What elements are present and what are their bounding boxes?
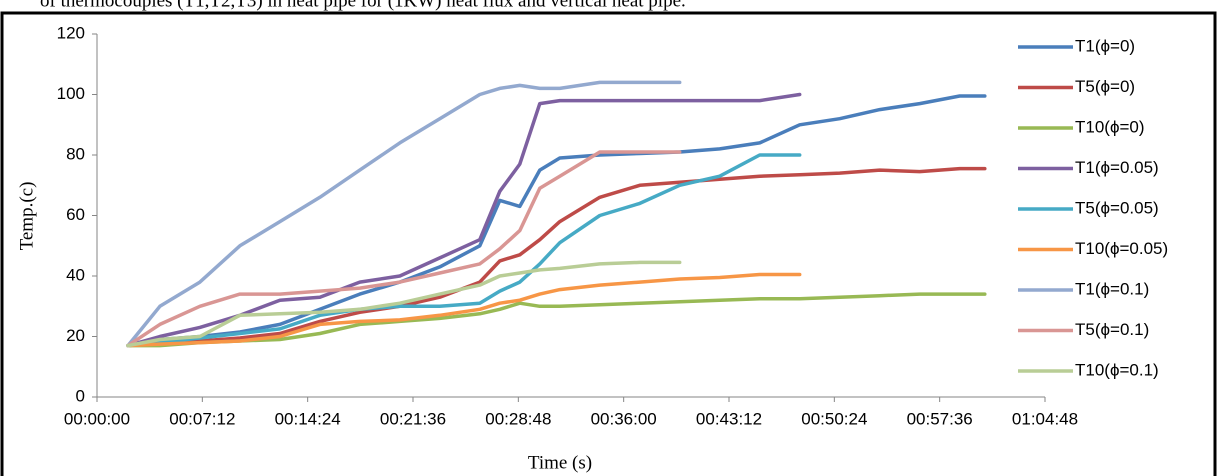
x-tick-label: 00:00:00 — [64, 409, 130, 428]
series-line — [126, 153, 802, 348]
series-line — [126, 94, 987, 348]
legend-label: T5(ϕ=0.1) — [1075, 320, 1149, 339]
legend-label: T5(ϕ=0.05) — [1075, 198, 1159, 217]
x-tick-label: 00:43:12 — [696, 409, 762, 428]
series-line — [126, 150, 682, 348]
y-tick-label: 0 — [76, 386, 85, 405]
series-line — [126, 260, 682, 348]
legend-label: T1(ϕ=0.05) — [1075, 158, 1159, 177]
x-tick-label: 00:28:48 — [485, 409, 551, 428]
y-tick-label: 80 — [66, 144, 85, 163]
series-line — [126, 166, 987, 348]
legend-label: T10(ϕ=0.1) — [1075, 360, 1159, 379]
series-line — [126, 92, 802, 348]
series-line — [126, 272, 802, 348]
series-line — [126, 292, 987, 348]
y-tick-label: 120 — [57, 23, 85, 42]
x-axis-title: Time (s) — [528, 452, 592, 473]
x-tick-label: 01:04:48 — [1012, 409, 1078, 428]
x-tick-label: 00:50:24 — [801, 409, 867, 428]
chart-frame — [0, 11, 1217, 476]
y-tick-label: 60 — [66, 205, 85, 224]
legend-label: T1(ϕ=0.1) — [1075, 279, 1149, 298]
legend-label: T1(ϕ=0) — [1075, 36, 1135, 55]
x-tick-label: 00:36:00 — [591, 409, 657, 428]
x-tick-label: 00:07:12 — [169, 409, 235, 428]
x-tick-label: 00:14:24 — [275, 409, 341, 428]
caption: of thermocouples (T1,T2,T3) in heat pipe… — [40, 0, 686, 11]
y-tick-label: 40 — [66, 265, 85, 284]
legend-label: T5(ϕ=0) — [1075, 77, 1135, 96]
y-tick-label: 100 — [57, 84, 85, 103]
x-tick-label: 00:57:36 — [907, 409, 973, 428]
legend-label: T10(ϕ=0.05) — [1075, 239, 1168, 258]
legend-label: T10(ϕ=0) — [1075, 117, 1145, 136]
y-axis-title: Temp.(c) — [16, 182, 37, 251]
y-tick-label: 20 — [66, 326, 85, 345]
x-tick-label: 00:21:36 — [380, 409, 446, 428]
series-line — [126, 80, 682, 348]
